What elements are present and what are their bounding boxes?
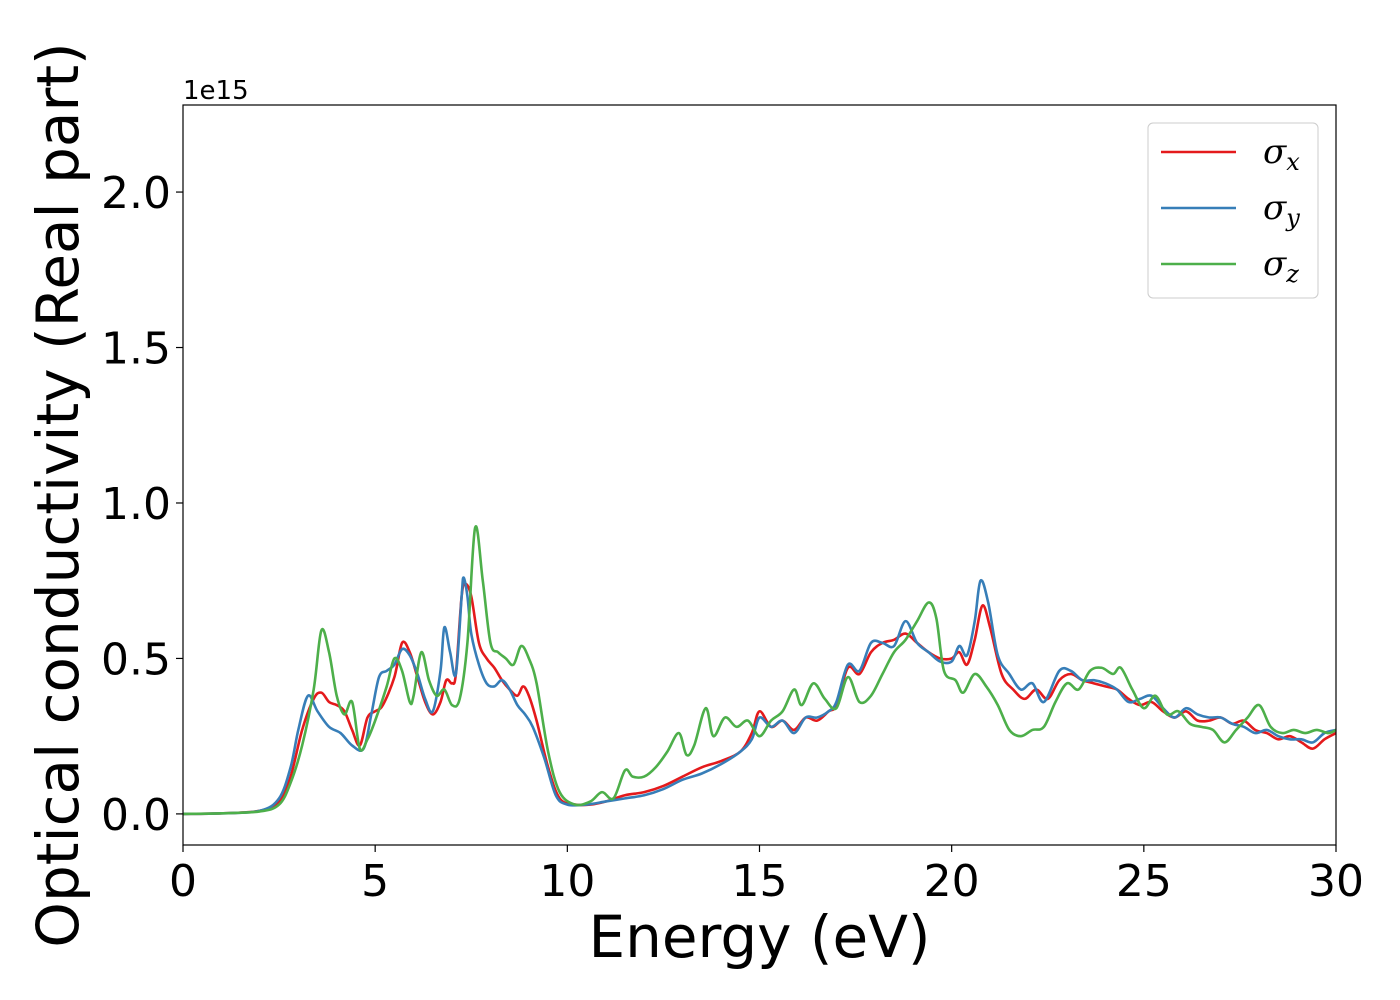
series-line-sigma-z bbox=[183, 525, 1336, 816]
y-tick-label: 1.5 bbox=[101, 324, 171, 375]
y-tick-label: 0.0 bbox=[101, 790, 171, 841]
x-axis-ticks: 0 5 10 15 20 25 30 bbox=[169, 845, 1364, 907]
y-axis-ticks: 0.0 0.5 1.0 1.5 2.0 bbox=[101, 168, 183, 841]
y-tick-label: 1.0 bbox=[101, 479, 171, 530]
y-tick-label: 0.5 bbox=[101, 634, 171, 685]
legend-label-sigma-y: σy bbox=[1263, 188, 1300, 232]
x-tick-label: 20 bbox=[924, 856, 980, 907]
x-axis-label: Energy (eV) bbox=[588, 903, 930, 971]
x-tick-label: 25 bbox=[1116, 856, 1172, 907]
y-tick-label: 2.0 bbox=[101, 168, 171, 219]
y-axis-label: Optical conductivity (Real part) bbox=[24, 42, 92, 947]
x-tick-label: 15 bbox=[732, 856, 788, 907]
legend-label-sigma-x: σx bbox=[1263, 132, 1300, 176]
series-line-sigma-x bbox=[183, 582, 1336, 816]
legend-box bbox=[1147, 122, 1319, 299]
legend-label-sigma-z: σz bbox=[1263, 244, 1299, 288]
x-tick-label: 0 bbox=[169, 856, 197, 907]
x-tick-label: 30 bbox=[1308, 856, 1364, 907]
y-offset-label: 1e15 bbox=[183, 76, 249, 106]
series-line-sigma-y bbox=[183, 576, 1336, 816]
legend: σx σy σz bbox=[1147, 122, 1319, 299]
x-tick-label: 5 bbox=[361, 856, 389, 907]
plot-lines bbox=[183, 525, 1336, 816]
x-tick-label: 10 bbox=[539, 856, 595, 907]
